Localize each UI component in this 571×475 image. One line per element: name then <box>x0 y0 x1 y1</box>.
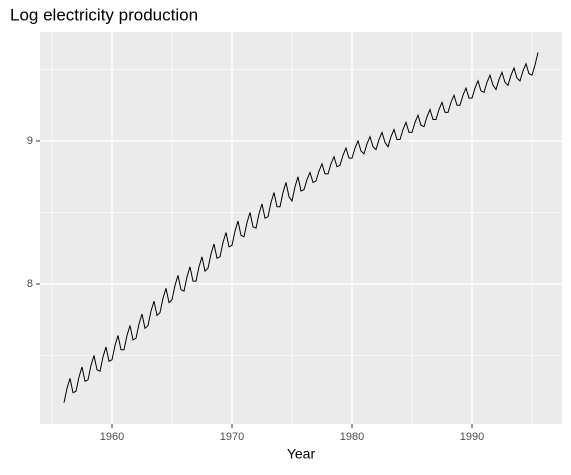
x-axis-label: Year <box>287 446 316 462</box>
x-tick-label: 1980 <box>340 431 364 443</box>
x-tick-label: 1990 <box>460 431 484 443</box>
y-tick-label: 8 <box>27 278 33 290</box>
panel <box>40 32 562 424</box>
x-tick-label: 1970 <box>220 431 244 443</box>
data-line <box>63 52 539 403</box>
x-tick-label: 1960 <box>100 431 124 443</box>
y-tick-label: 9 <box>27 135 33 147</box>
chart-title: Log electricity production <box>10 5 198 24</box>
